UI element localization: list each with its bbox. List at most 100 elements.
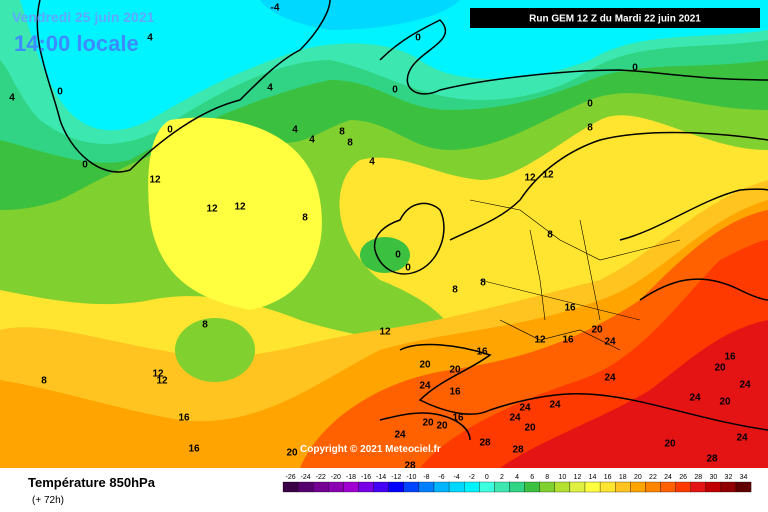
contour-label: 16 xyxy=(178,413,190,424)
legend-tick-label: 10 xyxy=(558,474,566,481)
legend-tick-label: 20 xyxy=(634,474,642,481)
contour-label: 24 xyxy=(519,403,531,414)
contour-label: 8 xyxy=(480,278,486,289)
contour-label: 12 xyxy=(524,173,536,184)
contour-label: 16 xyxy=(449,387,461,398)
contour-label: 28 xyxy=(706,454,718,465)
contour-label: 20 xyxy=(714,363,726,374)
contour-label: 12 xyxy=(534,335,546,346)
contour-label: 0 xyxy=(415,33,421,44)
legend-swatch xyxy=(418,481,435,493)
contour-label: 4 xyxy=(147,33,153,44)
contour-label: 8 xyxy=(547,230,553,241)
legend-tick-label: 8 xyxy=(545,474,549,481)
footer-title: Température 850hPa xyxy=(28,475,156,490)
contour-label: 0 xyxy=(587,99,593,110)
legend-tick-label: -20 xyxy=(331,474,341,481)
contour-label: 4 xyxy=(9,93,15,104)
contour-label: 12 xyxy=(149,175,161,186)
local-time: 14:00 locale xyxy=(14,31,139,56)
contour-label: 8 xyxy=(347,138,353,149)
contour-label: 24 xyxy=(549,400,561,411)
legend-tick-label: -10 xyxy=(406,474,416,481)
legend-tick-label: -26 xyxy=(285,474,295,481)
legend-swatch xyxy=(569,481,586,493)
legend-tick-label: 30 xyxy=(709,474,717,481)
contour-label: 8 xyxy=(452,285,458,296)
legend-tick-label: -18 xyxy=(346,474,356,481)
contour-label: 4 xyxy=(309,135,315,146)
legend-tick-label: -24 xyxy=(301,474,311,481)
contour-label: 12 xyxy=(234,202,246,213)
legend-tick-label: 26 xyxy=(679,474,687,481)
legend-tick-label: -8 xyxy=(423,474,429,481)
contour-label: 24 xyxy=(419,381,431,392)
contour-label: 0 xyxy=(167,125,173,136)
legend-tick-label: 4 xyxy=(515,474,519,481)
contour-label: 16 xyxy=(476,347,488,358)
footer-lead: (+ 72h) xyxy=(32,495,64,506)
contour-label: 0 xyxy=(632,63,638,74)
contour-label: 4 xyxy=(267,83,273,94)
legend-swatch xyxy=(524,481,540,493)
contour-label: 20 xyxy=(422,418,434,429)
contour-label: 20 xyxy=(436,421,448,432)
field-blue xyxy=(260,0,460,30)
contour-label: 28 xyxy=(512,445,524,456)
borders xyxy=(469,199,681,351)
legend-swatch xyxy=(690,481,706,493)
contour-label: 12 xyxy=(152,369,164,380)
copyright: Copyright © 2021 Meteociel.fr xyxy=(300,444,441,455)
legend-tick-label: 22 xyxy=(649,474,657,481)
legend-tick-label: 16 xyxy=(604,474,612,481)
legend-swatch xyxy=(539,481,555,493)
legend-swatch xyxy=(328,481,344,493)
legend-swatch xyxy=(645,481,661,493)
contour-label: 20 xyxy=(286,448,298,459)
contour-label: 16 xyxy=(188,444,200,455)
contour-label: 16 xyxy=(562,335,574,346)
contour-label: 20 xyxy=(524,423,536,434)
legend-swatch xyxy=(388,481,404,493)
legend-swatch xyxy=(313,481,329,493)
legend-tick-label: 18 xyxy=(619,474,627,481)
contour-label: 24 xyxy=(509,413,521,424)
legend-swatch xyxy=(403,481,420,493)
contour-label: 16 xyxy=(564,303,576,314)
color-legend: -26 -24 -22 -20 -18 -16 -14 -12 -10 -8 -6 -4 -2 0 2 4 6 8… xyxy=(282,474,752,493)
legend-swatch xyxy=(660,481,676,493)
legend-tick-label: -4 xyxy=(454,474,460,481)
contour-label: 20 xyxy=(419,360,431,371)
contour-label: 0 xyxy=(405,263,411,274)
legend-tick-label: -16 xyxy=(361,474,371,481)
legend-swatch xyxy=(554,481,571,493)
legend-tick-label: 2 xyxy=(500,474,504,481)
contour-label: 12 xyxy=(156,376,168,387)
contour-label: 28 xyxy=(404,461,416,472)
contour-label: 8 xyxy=(202,320,208,331)
contour-label: 8 xyxy=(339,127,345,138)
contour-label: -4 xyxy=(271,3,280,14)
contour-label: 20 xyxy=(449,365,461,376)
legend-tick-label: 28 xyxy=(694,474,702,481)
contour-label: 24 xyxy=(689,393,701,404)
contour-label: 24 xyxy=(604,373,616,384)
legend-tick-label: 6 xyxy=(530,474,534,481)
legend-tick-label: -6 xyxy=(438,474,444,481)
contour-label: 0 xyxy=(395,250,401,261)
legend-tick-label: -22 xyxy=(316,474,326,481)
legend-swatch xyxy=(509,481,525,493)
legend-swatch xyxy=(584,481,601,493)
contour-label: 0 xyxy=(57,87,63,98)
legend-swatch xyxy=(479,481,495,493)
contour-label: 8 xyxy=(302,213,308,224)
legend-tick-label: 24 xyxy=(664,474,672,481)
legend-tick-label: -2 xyxy=(469,474,475,481)
contour-label: 12 xyxy=(379,327,391,338)
legend-tick-label: 14 xyxy=(589,474,597,481)
contour-label: 4 xyxy=(292,125,298,136)
contour-label: 8 xyxy=(41,376,47,387)
